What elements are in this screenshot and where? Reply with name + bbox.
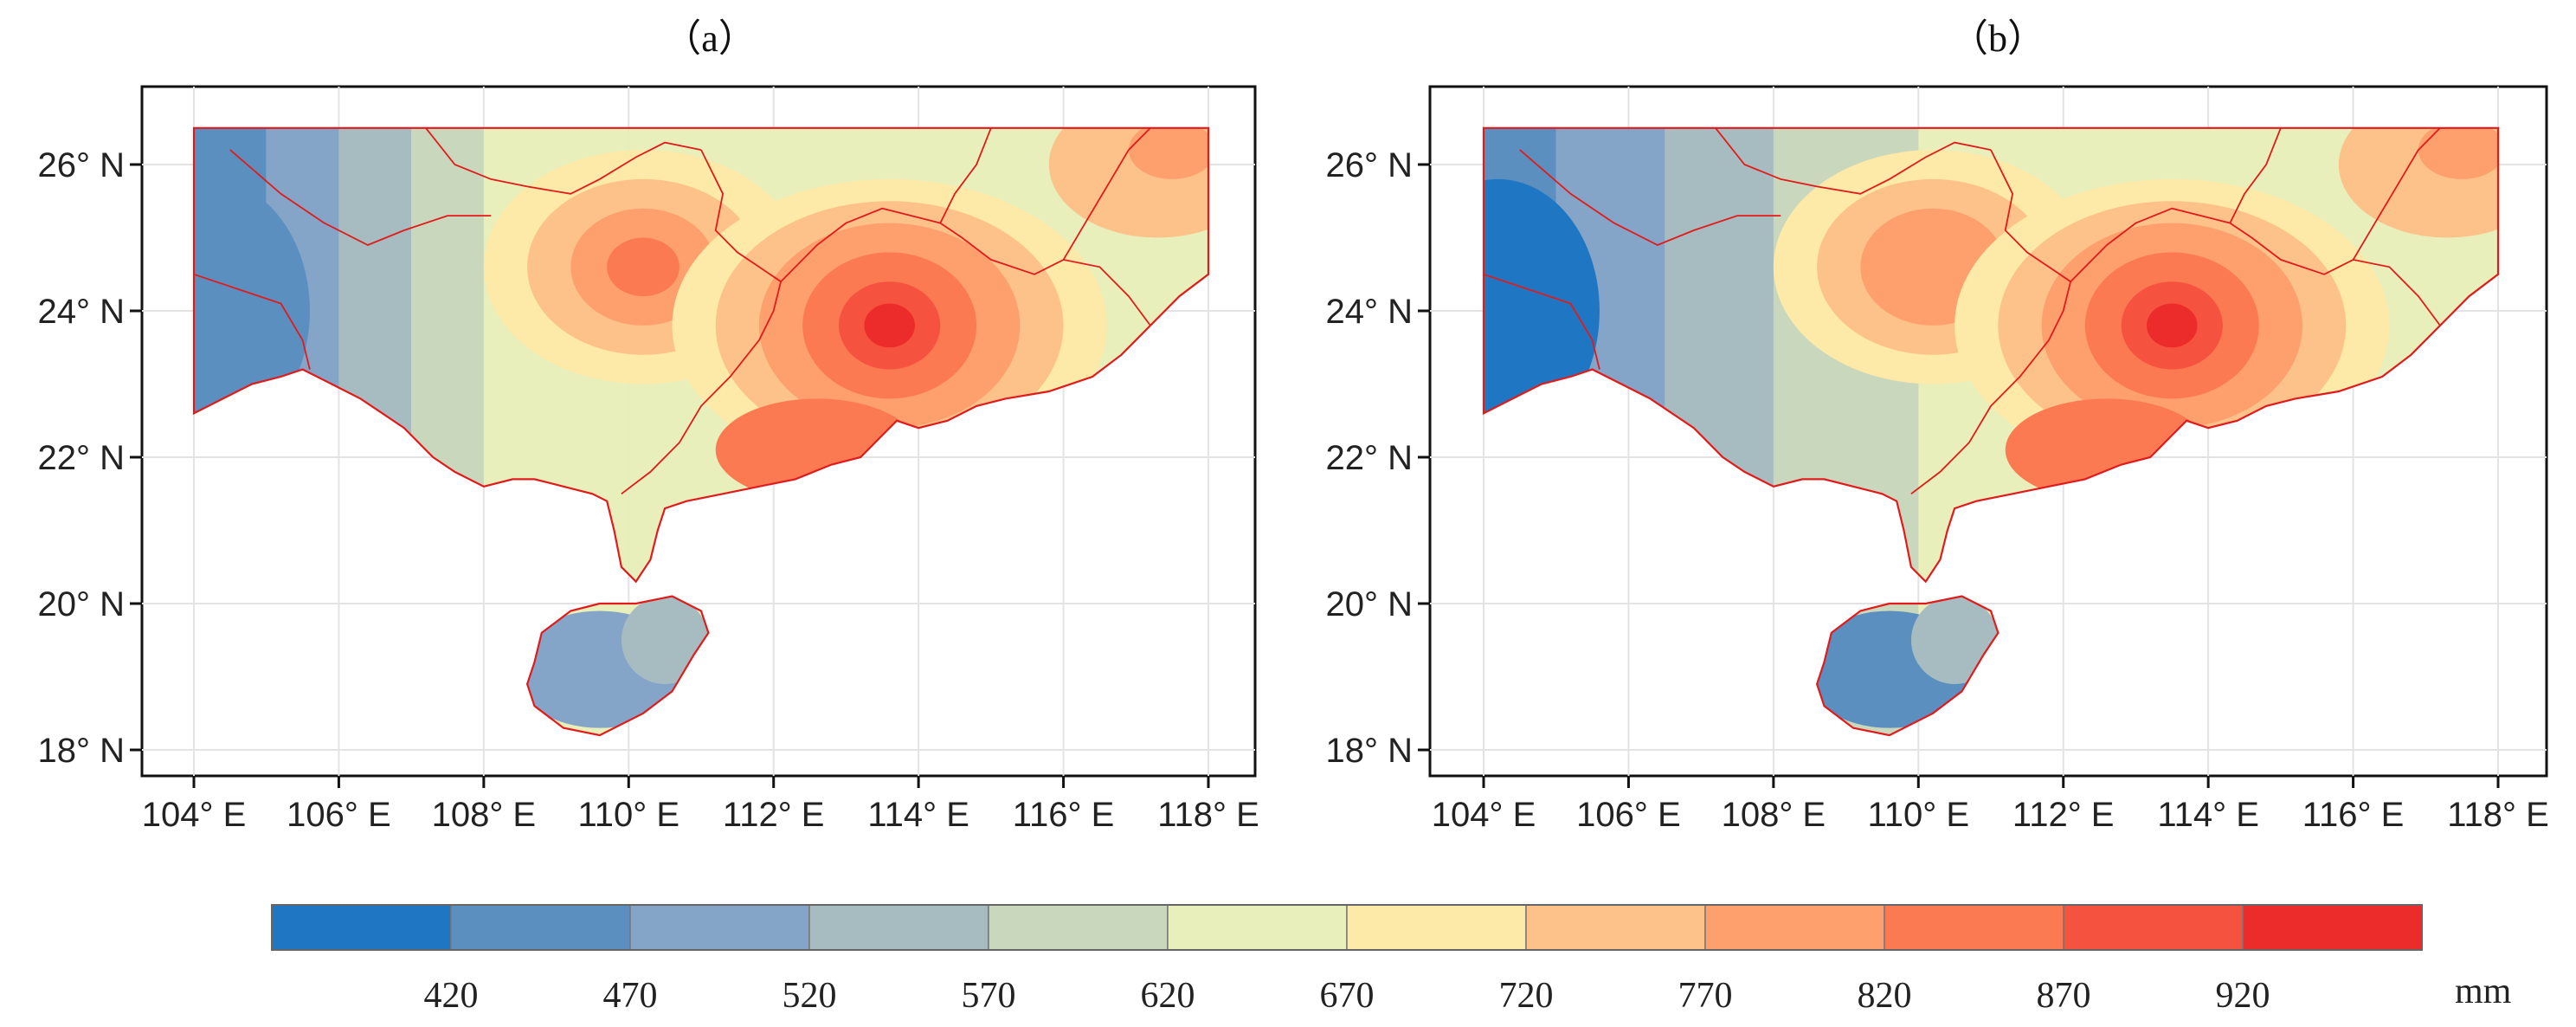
province-border [2070,207,2441,326]
colorbar-swatch [1167,904,1348,951]
province-border [1062,127,1151,261]
province-border [1483,273,1600,370]
coastline [1482,126,2500,737]
lat-tick-label: 24° N [1326,293,1414,331]
lat-tick-label: 22° N [1326,439,1414,477]
lon-tick-label: 112° E [2012,796,2115,834]
colorbar-unit: mm [2455,972,2512,1011]
province-border [621,149,782,495]
colorbar-swatch [1346,904,1527,951]
province-border [2229,127,2282,223]
panel-a-province-borders [192,126,1210,737]
colorbar-label: 620 [1141,976,1195,1016]
colorbar-label: 520 [782,976,837,1016]
colorbar-swatch [629,904,810,951]
lat-tick-label: 20° N [38,585,126,623]
province-border [780,207,1151,326]
map-panel-a: 18° N 20° N 22° N 24° N 26° N 104° E 106° E 108… [38,85,1259,834]
lon-tick-label: 106° E [1576,796,1681,834]
lat-tick-label: 24° N [38,293,126,331]
province-border [193,273,311,370]
colorbar-swatch [1525,904,1706,951]
colorbar-swatch [450,904,631,951]
province-border [1715,127,1992,195]
colorbar-swatch [2242,904,2423,951]
colorbar-label: 720 [1499,976,1554,1016]
panel-b-ticks: 18° N 20° N 22° N 24° N 26° N 104° E 106° E 108… [1326,146,2549,834]
lon-tick-label: 104° E [142,796,247,834]
colorbar-swatch [988,904,1169,951]
colorbar-label: 470 [603,976,658,1016]
lon-tick-label: 104° E [1432,796,1536,834]
lat-tick-label: 20° N [1326,585,1414,623]
colorbar-label: 920 [2216,976,2270,1016]
panel-a-ticks: 18° N 20° N 22° N 24° N 26° N 104° E 106° E 108… [38,146,1259,834]
panel-b-title: （b） [1950,17,2045,60]
province-border [939,127,992,223]
lon-tick-label: 110° E [1868,796,1970,834]
province-border [1519,149,1781,246]
coastline [192,126,1210,737]
lon-tick-label: 118° E [1157,796,1259,834]
province-border [2352,127,2441,261]
colorbar-label: 670 [1320,976,1375,1016]
colorbar-label: 870 [2037,976,2091,1016]
lon-tick-label: 108° E [1722,796,1826,834]
colorbar-label: 420 [424,976,479,1016]
colorbar-swatch [1704,904,1885,951]
lon-tick-label: 116° E [1013,796,1115,834]
colorbar-swatch [271,904,452,951]
lat-tick-label: 26° N [1326,146,1414,184]
province-border [425,127,702,195]
colorbar: 420 470 520 570 620 670 720 770 820 870 920 mm [271,904,2512,1016]
province-border [1910,149,2072,495]
lon-tick-label: 112° E [723,796,825,834]
colorbar-label: 570 [962,976,1016,1016]
lat-tick-label: 22° N [38,439,126,477]
panel-b-province-borders [1482,126,2500,737]
colorbar-swatch [808,904,989,951]
lat-tick-label: 26° N [38,146,126,184]
lon-tick-label: 110° E [578,796,680,834]
lon-tick-label: 108° E [432,796,537,834]
colorbar-frame [271,904,2423,951]
panel-a-title: （a） [663,17,757,60]
colorbar-swatch [2063,904,2244,951]
lon-tick-label: 114° E [867,796,969,834]
lon-tick-label: 114° E [2157,796,2259,834]
colorbar-swatch [1884,904,2064,951]
colorbar-label: 820 [1858,976,1912,1016]
province-border [229,149,492,246]
map-panel-b: 18° N 20° N 22° N 24° N 26° N 104° E 106° E 108… [1326,85,2549,834]
lon-tick-label: 106° E [287,796,391,834]
lat-tick-label: 18° N [1326,732,1414,770]
colorbar-label: 770 [1678,976,1733,1016]
lon-tick-label: 116° E [2302,796,2405,834]
lon-tick-label: 118° E [2447,796,2549,834]
lat-tick-label: 18° N [38,732,126,770]
